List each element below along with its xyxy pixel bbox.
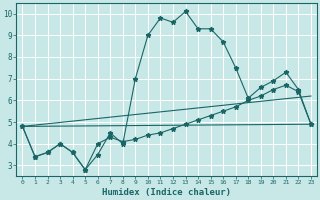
X-axis label: Humidex (Indice chaleur): Humidex (Indice chaleur) [102,188,231,197]
